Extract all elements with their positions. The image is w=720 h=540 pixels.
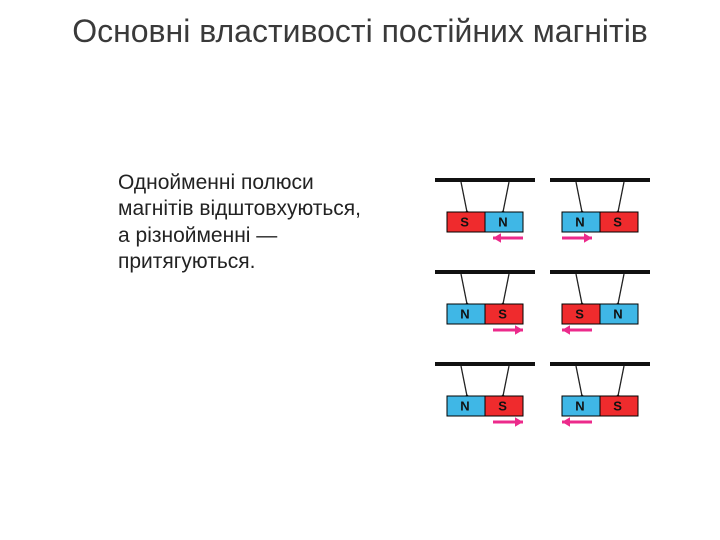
string [503, 274, 509, 304]
string [618, 366, 624, 396]
magnet-cell: NS [435, 362, 535, 427]
force-arrow-head [562, 417, 570, 427]
pole-label-left: N [460, 398, 469, 413]
string [576, 366, 582, 396]
pole-label-left: N [460, 306, 469, 321]
pole-label-left: N [575, 398, 584, 413]
pole-label-right: N [613, 306, 622, 321]
rail [550, 178, 650, 182]
pole-label-left: S [575, 306, 584, 321]
rail [435, 362, 535, 366]
magnet-cell: SN [435, 178, 535, 243]
force-arrow-head [515, 325, 523, 335]
force-arrow-head [493, 233, 501, 243]
pole-label-right: S [613, 214, 622, 229]
body-paragraph: Однойменні полюси магнітів відштовхуютьс… [118, 170, 378, 275]
magnet-cell: NS [550, 362, 650, 427]
string [503, 182, 509, 212]
rail [550, 362, 650, 366]
rail [435, 178, 535, 182]
string [461, 182, 467, 212]
pole-label-right: S [613, 398, 622, 413]
pole-label-left: N [575, 214, 584, 229]
pole-label-right: N [498, 214, 507, 229]
rail [435, 270, 535, 274]
force-arrow-head [584, 233, 592, 243]
pole-label-right: S [498, 306, 507, 321]
string [618, 182, 624, 212]
magnets-diagram: SNNSNSSNNSNS [420, 170, 660, 450]
page-title: Основні властивості постійних магнітів [0, 12, 720, 50]
string [576, 182, 582, 212]
magnet-cell: NS [550, 178, 650, 243]
force-arrow-head [515, 417, 523, 427]
pole-label-right: S [498, 398, 507, 413]
string [461, 274, 467, 304]
string [503, 366, 509, 396]
pole-label-left: S [460, 214, 469, 229]
string [461, 366, 467, 396]
string [576, 274, 582, 304]
force-arrow-head [562, 325, 570, 335]
string [618, 274, 624, 304]
magnet-cell: NS [435, 270, 535, 335]
rail [550, 270, 650, 274]
magnet-cell: SN [550, 270, 650, 335]
